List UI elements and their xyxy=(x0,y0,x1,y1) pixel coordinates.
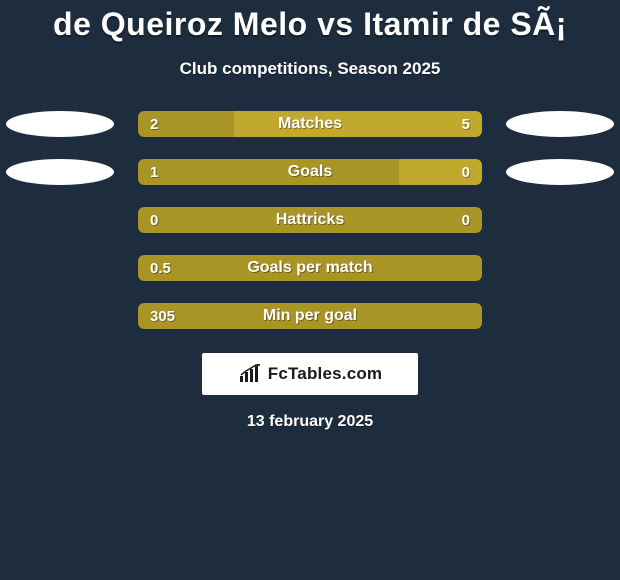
stats-list: 25Matches10Goals00Hattricks0.5Goals per … xyxy=(0,111,620,329)
stat-value-left: 0.5 xyxy=(138,255,183,281)
bar-segment-left xyxy=(138,159,399,185)
player-left-marker xyxy=(6,111,114,137)
chart-icon xyxy=(238,364,262,384)
stat-row: 25Matches xyxy=(0,111,620,137)
stat-value-left: 305 xyxy=(138,303,187,329)
bar-segment-left xyxy=(138,303,482,329)
stat-bar: 10Goals xyxy=(138,159,482,185)
stat-value-left: 0 xyxy=(138,207,170,233)
player-left-marker xyxy=(6,159,114,185)
stat-row: 305Min per goal xyxy=(0,303,620,329)
brand-text: FcTables.com xyxy=(268,364,383,384)
stat-row: 00Hattricks xyxy=(0,207,620,233)
comparison-card: de Queiroz Melo vs Itamir de SÃ¡ Club co… xyxy=(0,0,620,580)
page-subtitle: Club competitions, Season 2025 xyxy=(0,59,620,79)
stat-bar: 25Matches xyxy=(138,111,482,137)
stat-value-right: 0 xyxy=(450,159,482,185)
stat-bar: 0.5Goals per match xyxy=(138,255,482,281)
page-title: de Queiroz Melo vs Itamir de SÃ¡ xyxy=(0,6,620,43)
stat-value-right: 5 xyxy=(450,111,482,137)
bar-segment-right xyxy=(234,111,482,137)
date-text: 13 february 2025 xyxy=(0,413,620,431)
stat-row: 10Goals xyxy=(0,159,620,185)
bar-segment-left xyxy=(138,255,482,281)
stat-bar: 00Hattricks xyxy=(138,207,482,233)
stat-row: 0.5Goals per match xyxy=(0,255,620,281)
bar-segment-left xyxy=(138,207,482,233)
stat-value-right: 0 xyxy=(450,207,482,233)
stat-value-left: 1 xyxy=(138,159,170,185)
player-right-marker xyxy=(506,159,614,185)
brand-badge[interactable]: FcTables.com xyxy=(202,353,418,395)
stat-value-left: 2 xyxy=(138,111,170,137)
stat-bar: 305Min per goal xyxy=(138,303,482,329)
player-right-marker xyxy=(506,111,614,137)
